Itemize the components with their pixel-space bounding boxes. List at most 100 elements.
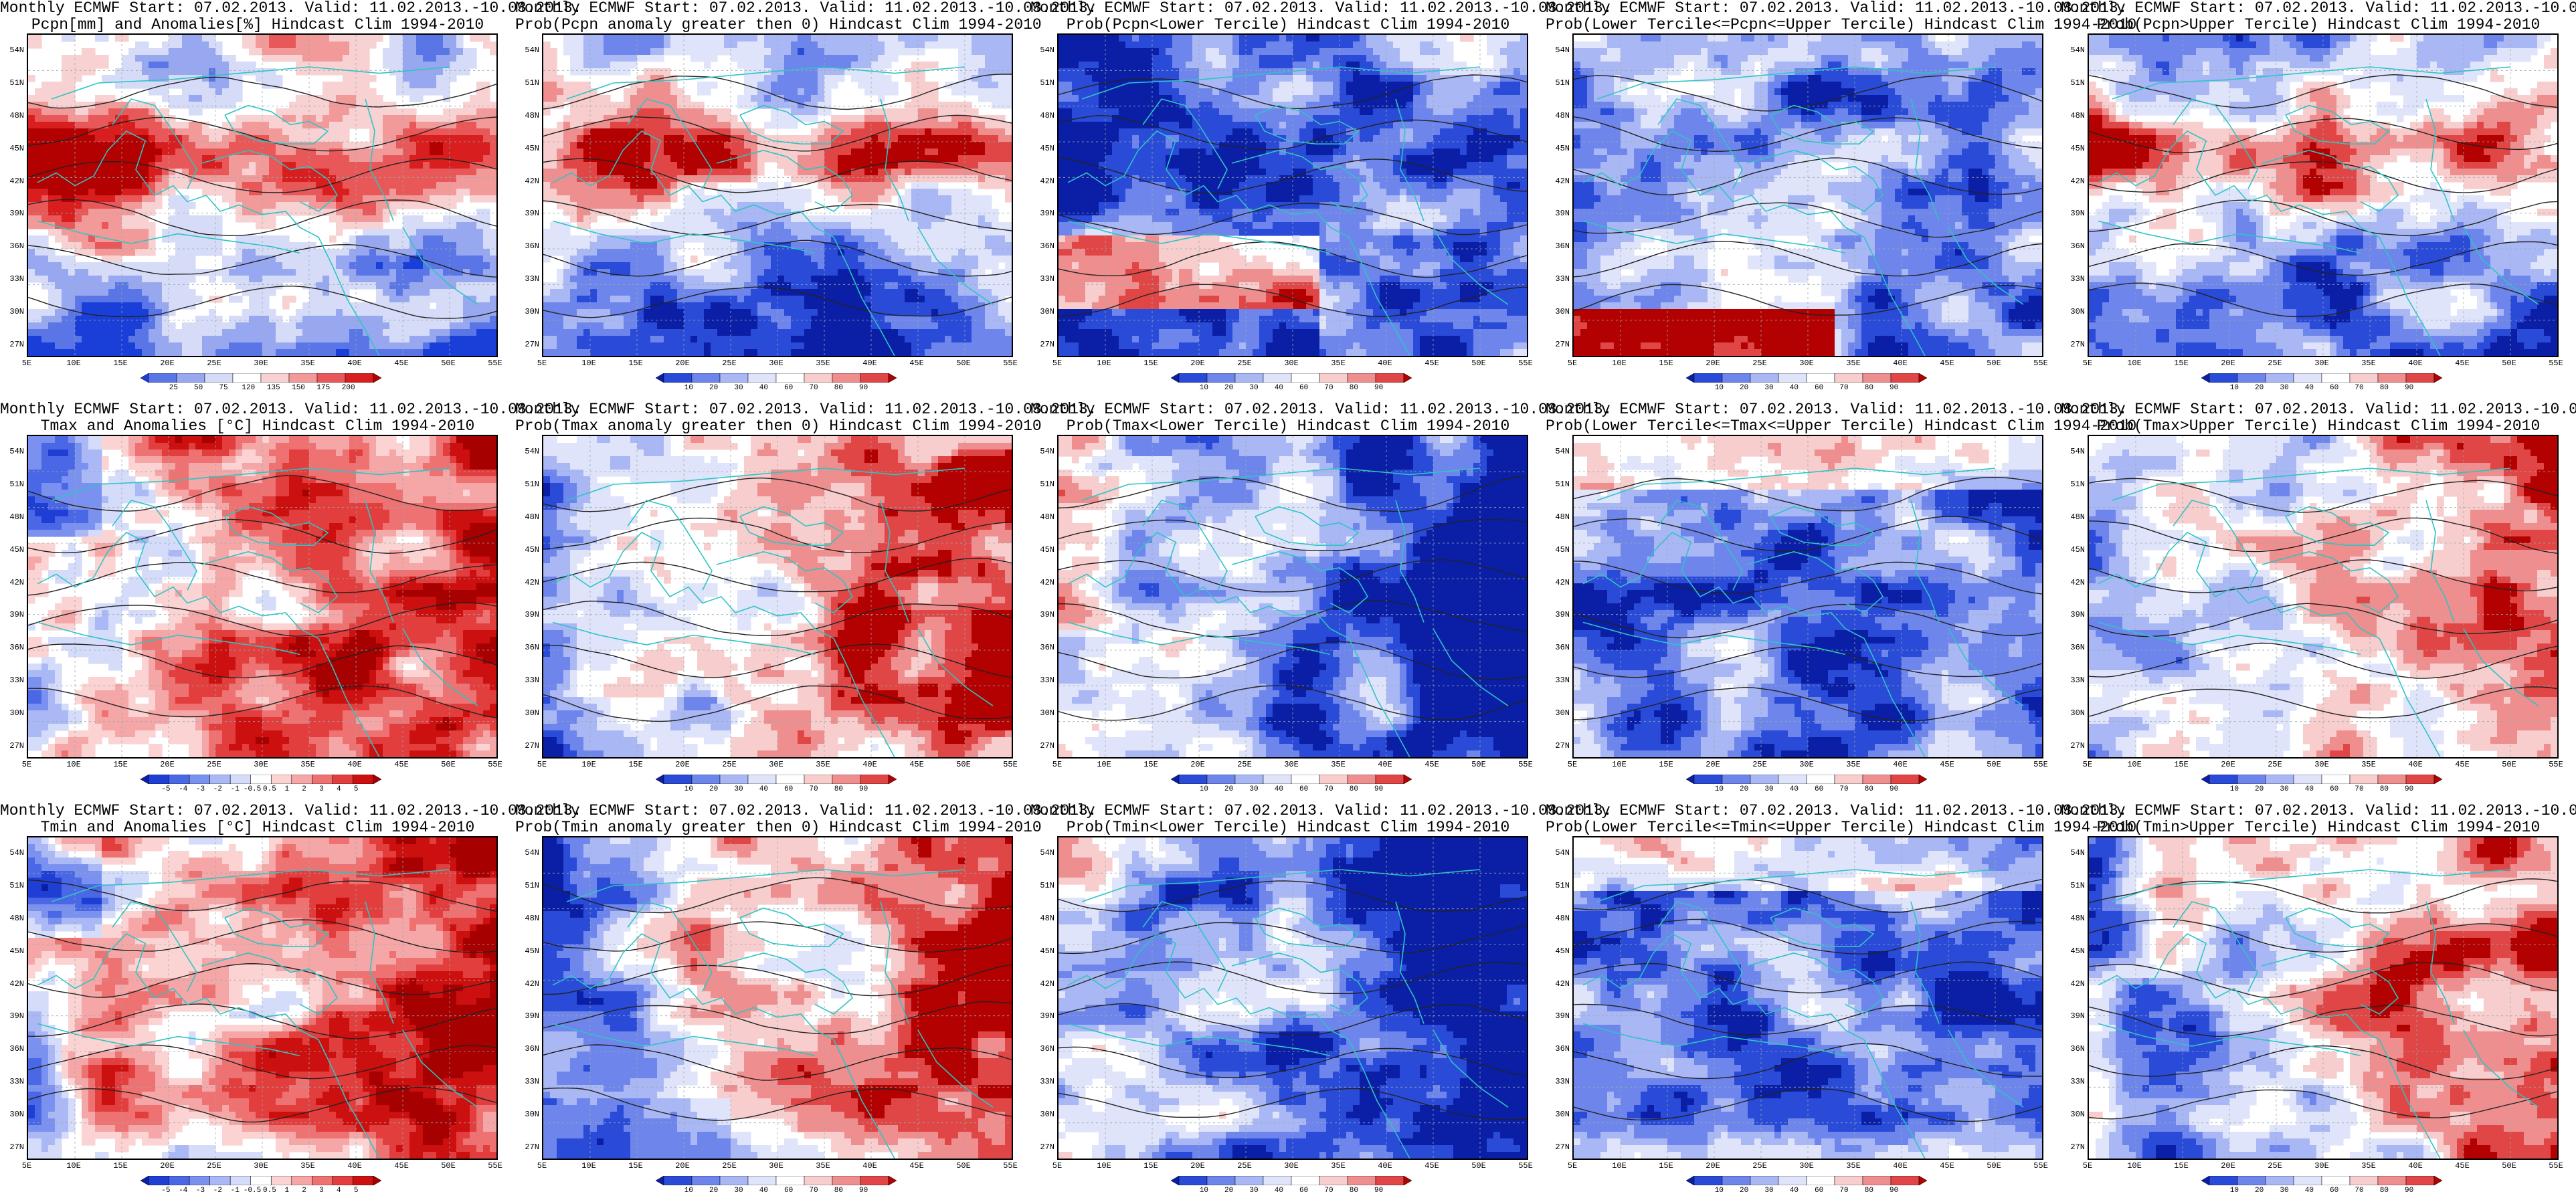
colorbar-swatch	[148, 1176, 169, 1185]
colorbar-swatch	[1178, 775, 1208, 784]
colorbar-label: 70	[2349, 785, 2369, 793]
longitude-label: 45E	[1934, 359, 1960, 368]
colorbar-label: 80	[2374, 384, 2394, 392]
colorbar-label: 200	[339, 384, 359, 392]
shaded-field	[28, 837, 496, 1159]
latitude-label: 48N	[2062, 111, 2085, 120]
longitude-label: 15E	[107, 760, 134, 769]
latitude-label: 48N	[1032, 914, 1054, 923]
latitude-label: 48N	[517, 914, 539, 923]
colorbar	[1171, 1176, 1412, 1185]
longitude-label: 40E	[856, 359, 883, 368]
colorbar-label: 1	[277, 1187, 297, 1195]
longitude-label: 30E	[248, 1161, 274, 1171]
latitude-label: 48N	[517, 512, 539, 522]
colorbar-swatch	[747, 775, 777, 784]
latitude-label: 36N	[517, 643, 539, 652]
latitude-label: 33N	[1547, 1077, 1570, 1086]
latitude-label: 33N	[1032, 676, 1054, 685]
colorbar-label: 60	[1809, 1187, 1829, 1195]
forecast-map	[2088, 435, 2559, 759]
latitude-label: 27N	[1547, 1142, 1570, 1152]
colorbar-swatch	[1234, 775, 1264, 784]
longitude-label: 55E	[2543, 760, 2569, 769]
latitude-label: 51N	[1, 78, 24, 88]
colorbar-swatch	[1263, 775, 1292, 784]
latitude-label: 36N	[1, 241, 24, 251]
latitude-label: 30N	[1032, 1110, 1054, 1119]
longitude-label: 30E	[1278, 760, 1305, 769]
colorbar	[1171, 775, 1412, 784]
colorbar-swatch	[288, 373, 318, 383]
colorbar-label: 10	[1194, 384, 1214, 392]
colorbar-swatch	[2321, 373, 2351, 383]
isolines	[1574, 879, 2042, 1122]
longitude-label: 40E	[856, 1161, 883, 1171]
latitude-label: 51N	[517, 480, 539, 489]
colorbar-swatch	[719, 373, 749, 383]
latitude-label: 33N	[1032, 274, 1054, 284]
colorbar-swatch	[204, 373, 234, 383]
longitude-label: 55E	[2543, 1161, 2569, 1171]
colorbar-swatch	[345, 373, 374, 383]
colorbar-label: 70	[2349, 1187, 2369, 1195]
colorbar-label: 10	[1709, 384, 1729, 392]
colorbar-swatch	[1375, 1176, 1404, 1185]
map-canvas	[28, 35, 496, 356]
latitude-label: 42N	[517, 578, 539, 587]
colorbar-swatch	[148, 775, 169, 784]
coastlines	[1582, 66, 2024, 356]
colorbar-swatch	[2293, 775, 2322, 784]
shaded-field	[1574, 35, 2042, 356]
colorbar-swatches	[1686, 775, 1927, 784]
colorbar-label: 40	[1269, 1187, 1289, 1195]
longitude-label: 40E	[856, 760, 883, 769]
colorbar-swatch	[719, 775, 749, 784]
colorbar-swatch	[2405, 775, 2435, 784]
longitude-label: 50E	[435, 1161, 462, 1171]
coastlines	[552, 869, 994, 1159]
latitude-label: 54N	[517, 447, 539, 456]
colorbar-swatch	[316, 373, 346, 383]
longitude-label: 35E	[1325, 760, 1352, 769]
forecast-panel: Monthly ECMWF Start: 07.02.2013. Valid: …	[0, 0, 582, 401]
colorbar-swatch	[1806, 1176, 1835, 1185]
isolines	[543, 477, 1012, 722]
longitude-label: 25E	[716, 760, 743, 769]
colorbar-label: 30	[1759, 1187, 1779, 1195]
colorbar-swatch	[1686, 373, 1695, 383]
longitude-label: 10E	[1606, 760, 1633, 769]
longitude-label: 5E	[529, 359, 555, 368]
coastlines	[1067, 468, 1509, 757]
longitude-label: 35E	[1325, 1161, 1352, 1171]
colorbar-label: 1	[277, 785, 297, 793]
colorbar-swatch	[747, 1176, 777, 1185]
colorbar-swatch	[1234, 373, 1264, 383]
panel-title: Monthly ECMWF Start: 07.02.2013. Valid: …	[0, 401, 582, 435]
longitude-label: 15E	[622, 359, 649, 368]
latitude-label: 54N	[1032, 848, 1054, 858]
panel-title: Monthly ECMWF Start: 07.02.2013. Valid: …	[2061, 803, 2576, 836]
forecast-map	[2088, 33, 2559, 357]
latitude-label: 51N	[1032, 480, 1054, 489]
forecast-panel: Monthly ECMWF Start: 07.02.2013. Valid: …	[1030, 0, 1613, 401]
longitude-label: 45E	[2449, 1161, 2476, 1171]
longitude-label: 10E	[1606, 1161, 1633, 1171]
colorbar-label: 30	[729, 384, 749, 392]
graticule	[2089, 837, 2557, 1159]
colorbar-label: 40	[1784, 785, 1804, 793]
colorbar-label: 40	[753, 785, 773, 793]
longitude-label: 35E	[2355, 760, 2382, 769]
latitude-label: 45N	[1547, 144, 1570, 153]
colorbar-label: 90	[2399, 1187, 2419, 1195]
colorbar-swatch	[1206, 373, 1236, 383]
colorbar	[141, 373, 381, 383]
latitude-label: 54N	[2062, 848, 2085, 858]
latitude-label: 30N	[517, 708, 539, 718]
forecast-map	[1057, 33, 1528, 357]
colorbar-label: 80	[828, 1187, 848, 1195]
isolines	[1059, 880, 1527, 1120]
colorbar-label: 20	[2249, 384, 2270, 392]
latitude-label: 45N	[1, 144, 24, 153]
longitude-label: 20E	[1184, 359, 1211, 368]
